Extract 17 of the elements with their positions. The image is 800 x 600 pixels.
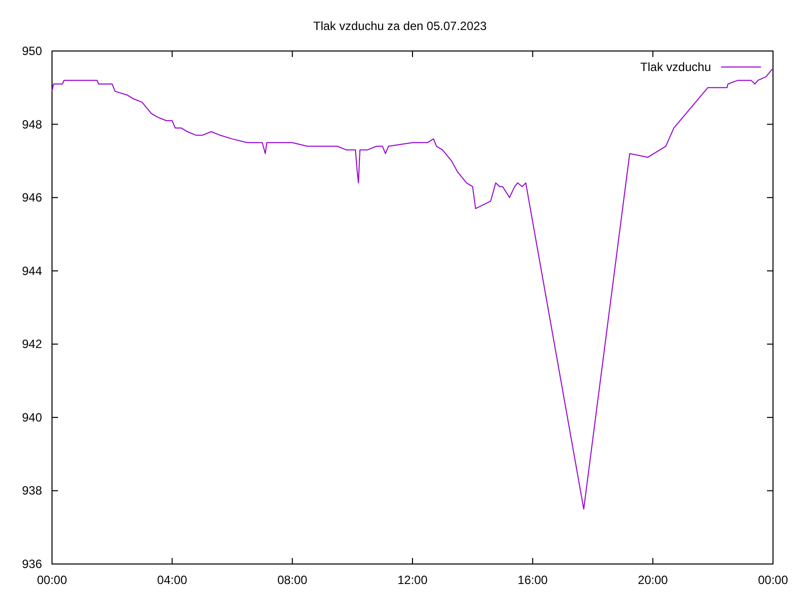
y-tick-label: 950: [22, 44, 42, 58]
chart-title: Tlak vzduchu za den 05.07.2023: [313, 19, 488, 33]
y-tick-label: 940: [22, 410, 42, 424]
y-tick-label: 948: [22, 117, 42, 132]
x-tick-label: 16:00: [518, 573, 548, 587]
x-tick-label: 08:00: [277, 573, 308, 587]
y-tick-label: 942: [22, 337, 42, 352]
x-tick-label: 04:00: [157, 573, 188, 587]
x-tick-label: 20:00: [638, 573, 668, 587]
y-tick-label: 946: [22, 190, 42, 205]
x-tick-label: 00:00: [758, 573, 788, 587]
y-tick-label: 936: [22, 557, 42, 571]
x-tick-label: 00:00: [36, 573, 68, 587]
y-tick-label: 938: [22, 484, 42, 498]
legend-label: Tlak vzduchu: [640, 60, 711, 74]
y-tick-label: 944: [22, 264, 42, 278]
x-tick-label: 12:00: [397, 573, 428, 587]
